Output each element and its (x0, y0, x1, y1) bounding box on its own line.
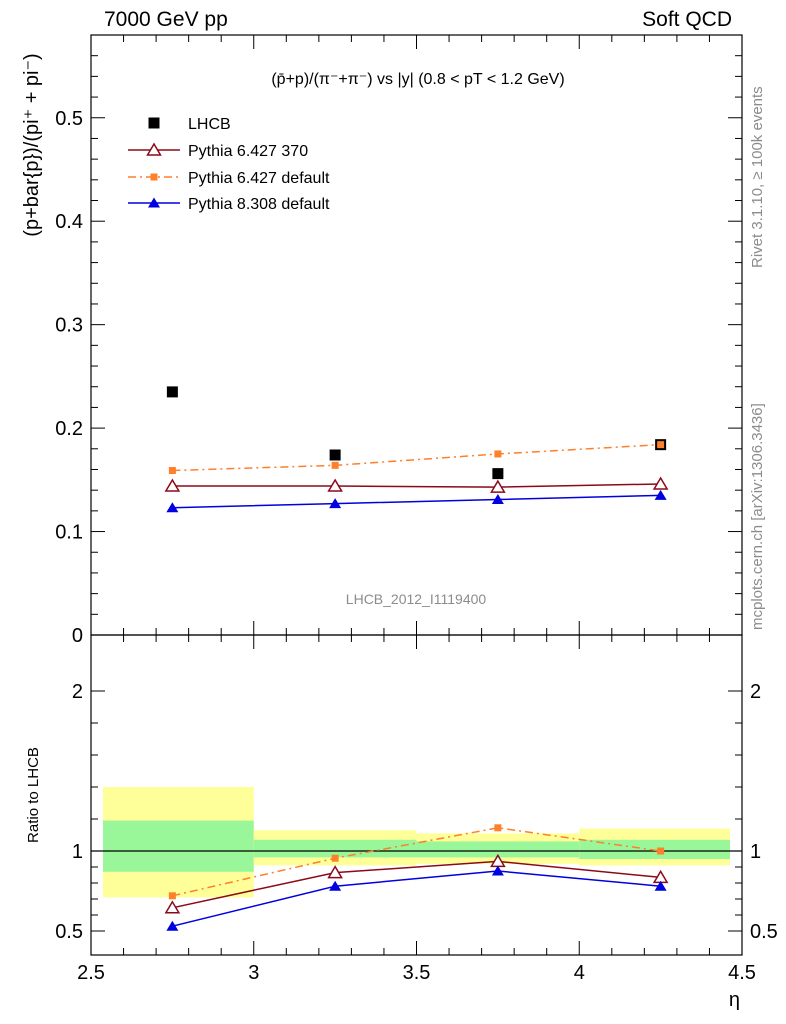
rivet-version-label: Rivet 3.1.10, ≥ 100k events (749, 86, 766, 268)
uncertainty-band-stat (416, 841, 580, 858)
y-tick-label: 0.5 (55, 108, 83, 130)
header-process-label: 7000 GeV pp (104, 8, 228, 31)
legend-marker-p6_default (150, 173, 158, 181)
x-tick-label: 2.5 (77, 962, 105, 984)
ratio-line-p6_default (172, 827, 661, 897)
ratio-point-p6_370 (164, 900, 181, 914)
data-point-p8_default (166, 502, 179, 513)
ratio-point-p8_default (654, 880, 667, 891)
series-line-p6_default (172, 443, 661, 472)
uncertainty-band-stat (253, 839, 417, 858)
ratio-y-tick-label-right: 1 (750, 841, 761, 863)
data-point-p6_370 (327, 478, 343, 492)
data-point-data (329, 449, 341, 461)
y-tick-label: 0.2 (55, 418, 83, 440)
data-point-p6_default (168, 467, 176, 475)
data-point-p8_default (329, 498, 342, 509)
data-point-p8_default (491, 493, 504, 504)
y-tick-label: 0 (72, 625, 83, 647)
ratio-point-p6_default (168, 892, 176, 900)
legend-label-data: LHCB (188, 116, 231, 133)
ratio-point-p8_default (329, 880, 342, 891)
ratio-point-p8_default (166, 920, 179, 931)
ratio-plot-panel: 0.5 0.5 1 1 2 2 2.5 3 3.5 4 4.5 Ratio to LHCB η (25, 634, 778, 1011)
data-point-data (166, 386, 178, 398)
ratio-y-tick-label: 2 (72, 681, 83, 703)
ratio-point-p6_default (494, 824, 502, 832)
data-point-p6_370 (490, 479, 506, 493)
y-axis-label: (p+bar{p})/(pi⁺ + pi⁻) (21, 53, 43, 236)
x-tick-label: 4.5 (728, 962, 756, 984)
data-point-p6_370 (652, 476, 669, 490)
y-tick-label: 0.3 (55, 315, 83, 337)
data-point-p8_default (654, 489, 667, 500)
y-tick-label: 0.1 (55, 522, 83, 544)
ratio-point-p8_default (491, 865, 504, 876)
mcplots-credit-label: mcplots.cern.ch [arXiv:1306.3436] (749, 403, 766, 630)
legend-label-p8_default: Pythia 8.308 default (188, 196, 330, 213)
data-point-p6_default (657, 441, 665, 449)
legend-marker-p8_default (148, 197, 160, 208)
data-point-data (492, 468, 504, 480)
x-tick-label: 3 (248, 962, 259, 984)
ratio-point-p6_370 (327, 865, 343, 879)
ratio-point-p6_default (657, 847, 665, 855)
ratio-y-tick-label-right: 0.5 (750, 921, 778, 943)
series-line-p8_default (172, 494, 661, 509)
uncertainty-band-stat (103, 820, 254, 872)
x-tick-label: 3.5 (403, 962, 431, 984)
legend-marker-data (148, 117, 160, 129)
main-plot-panel: 0 0.1 0.2 0.3 0.4 0.5 (p+bar{p})/(pi⁺ + pi⁻) (p… (21, 34, 743, 647)
ratio-point-p6_default (331, 854, 339, 862)
series-line-p6_370 (172, 483, 661, 488)
ratio-y-axis-label: Ratio to LHCB (25, 747, 42, 843)
plot-title: (p̄+p)/(π⁻+π⁻) vs |y| (0.8 < pT < 1.2 Ge… (271, 71, 564, 88)
data-point-p6_default (494, 450, 502, 458)
x-tick-label: 4 (574, 962, 585, 984)
y-tick-label: 0.4 (55, 211, 83, 233)
data-point-p6_370 (164, 478, 181, 492)
x-axis-label: η (729, 989, 740, 1011)
legend-label-p6_370: Pythia 6.427 370 (188, 143, 308, 160)
ratio-y-tick-label: 0.5 (55, 921, 83, 943)
ratio-y-tick-label-right: 2 (750, 681, 761, 703)
legend-marker-p6_370 (146, 142, 162, 156)
ratio-line-p6_370 (172, 860, 661, 909)
ratio-line-p8_default (172, 870, 661, 927)
ratio-y-tick-label: 1 (72, 841, 83, 863)
data-point-p6_default (331, 461, 339, 469)
header-category-label: Soft QCD (642, 8, 732, 31)
legend-label-p6_default: Pythia 6.427 default (188, 170, 330, 187)
analysis-watermark: LHCB_2012_I1119400 (346, 591, 487, 607)
